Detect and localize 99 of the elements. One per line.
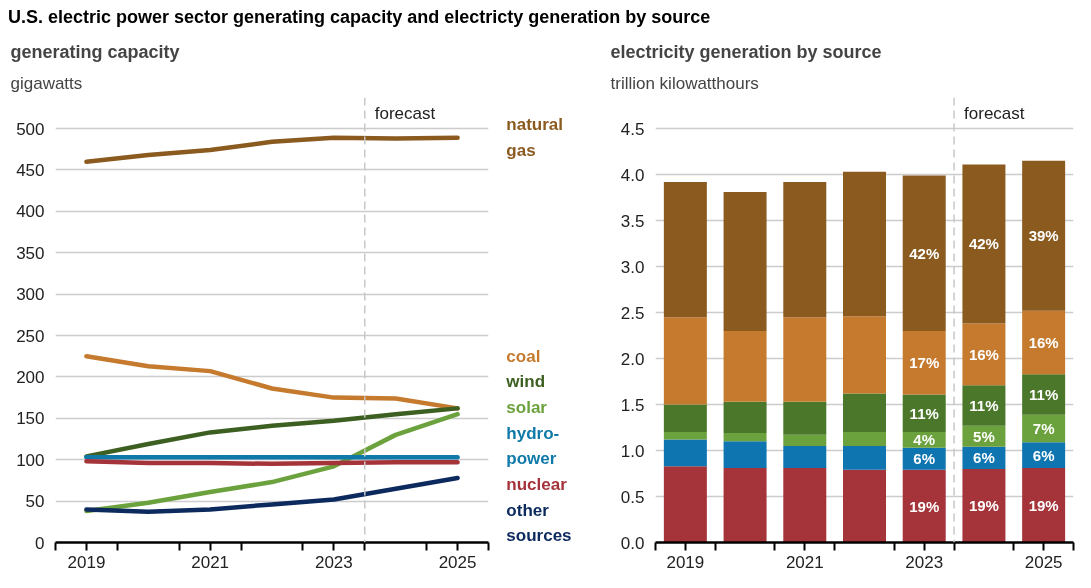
bar: [783, 467, 827, 543]
y-tick-label: 3.5: [620, 211, 645, 231]
annotation: 19%: [1028, 496, 1059, 514]
y-tick-label: 450: [16, 160, 45, 180]
annotation: 5%: [973, 427, 995, 445]
y-tick-label: 1.5: [620, 395, 645, 415]
annotation: 39%: [1028, 227, 1059, 245]
y-tick-label: 4.5: [620, 119, 645, 139]
bar: [962, 468, 1006, 543]
bar: [843, 316, 886, 394]
x-tick-label: 2023: [314, 552, 353, 572]
bar: [902, 469, 946, 543]
annotation: 16%: [1028, 333, 1059, 351]
chart-title: electricity generation by source: [610, 41, 882, 62]
x-tick-label: 2025: [1024, 552, 1063, 572]
y-tick-label: 300: [16, 285, 45, 305]
bar: [663, 317, 707, 405]
y-tick-label: 350: [16, 243, 45, 263]
bar: [723, 401, 767, 434]
bar: [843, 432, 886, 446]
x-tick-label: 2021: [785, 552, 824, 572]
text: natural gas: [506, 115, 564, 160]
bar: [783, 434, 827, 446]
bar: [723, 330, 767, 402]
text: solar: [506, 398, 548, 418]
bar: [723, 441, 767, 468]
y-tick-label: 100: [16, 450, 45, 470]
y-axis-title: gigawatts: [10, 73, 83, 93]
x-tick-label: 2021: [191, 552, 230, 572]
bar: [723, 433, 767, 442]
annotation: 19%: [968, 497, 999, 515]
text: coal: [506, 346, 541, 366]
x-tick-label: 2025: [438, 552, 477, 572]
annotation: 17%: [909, 354, 940, 372]
bar: [783, 317, 827, 402]
bar: [783, 445, 827, 468]
y-tick-label: 0.5: [620, 487, 645, 507]
y-tick-label: 1.0: [620, 441, 645, 461]
ref-line-label: forecast: [374, 103, 436, 123]
annotation: 6%: [913, 450, 936, 468]
y-tick-label: 0.0: [620, 533, 645, 553]
bar: [962, 385, 1006, 426]
y-tick-label: 500: [16, 119, 45, 139]
x-tick-label: 2019: [666, 552, 705, 572]
y-tick-label: 400: [16, 202, 45, 222]
bar: [843, 469, 886, 543]
annotation: 4%: [913, 431, 936, 449]
y-tick-label: 0: [35, 533, 45, 553]
bar: [1022, 160, 1066, 311]
y-tick-label: 2.0: [620, 349, 645, 369]
bar: [663, 432, 707, 440]
annotation: 11%: [969, 396, 999, 414]
x-tick-label: 2019: [67, 552, 106, 572]
annotation: 11%: [909, 404, 939, 422]
bar: [902, 330, 946, 395]
annotation: 6%: [973, 449, 995, 467]
bar: [1022, 467, 1066, 543]
bar: [663, 439, 707, 467]
annotation: 7%: [1032, 419, 1055, 437]
y-tick-label: 3.0: [620, 257, 645, 277]
y-tick-label: 2.5: [620, 303, 645, 323]
annotation: 19%: [909, 497, 940, 515]
annotation: 42%: [909, 244, 940, 262]
bar: [723, 467, 767, 543]
bar: [663, 181, 707, 318]
chart-subtitle: generating capacity: [10, 41, 180, 62]
bar: [663, 466, 707, 543]
annotation: 6%: [1032, 446, 1055, 464]
bar: [663, 404, 707, 433]
bar: [902, 175, 946, 331]
text: wind: [505, 372, 546, 392]
bar: [843, 171, 886, 317]
y-tick-label: 250: [16, 326, 45, 346]
y-tick-label: 50: [25, 492, 45, 512]
bar: [783, 181, 827, 318]
bar: [1022, 310, 1066, 375]
annotation: 42%: [968, 235, 999, 253]
chart-title: U.S. electric power sector generating capacity and electricty generation by source: [8, 6, 711, 29]
line-series: [84, 135, 460, 164]
text: hydro-power: [506, 423, 560, 469]
bar: [1022, 374, 1066, 415]
y-tick-label: 150: [16, 409, 45, 429]
bar: [843, 445, 886, 470]
text: other sources: [506, 500, 572, 546]
bar: [962, 323, 1006, 386]
bar: [843, 393, 886, 433]
y-axis-title: trillion kilowatthours: [610, 73, 759, 93]
annotation: 16%: [968, 345, 999, 363]
ref-line-label: forecast: [964, 103, 1025, 123]
bar: [783, 401, 827, 435]
bar: [723, 192, 767, 331]
y-tick-label: 4.0: [620, 165, 645, 185]
bar: [962, 164, 1006, 324]
text: nuclear: [506, 475, 568, 495]
y-tick-label: 200: [16, 367, 45, 387]
line-series: [84, 406, 460, 459]
line-series: [84, 475, 460, 515]
x-tick-label: 2023: [905, 552, 944, 572]
annotation: 11%: [1029, 385, 1059, 403]
